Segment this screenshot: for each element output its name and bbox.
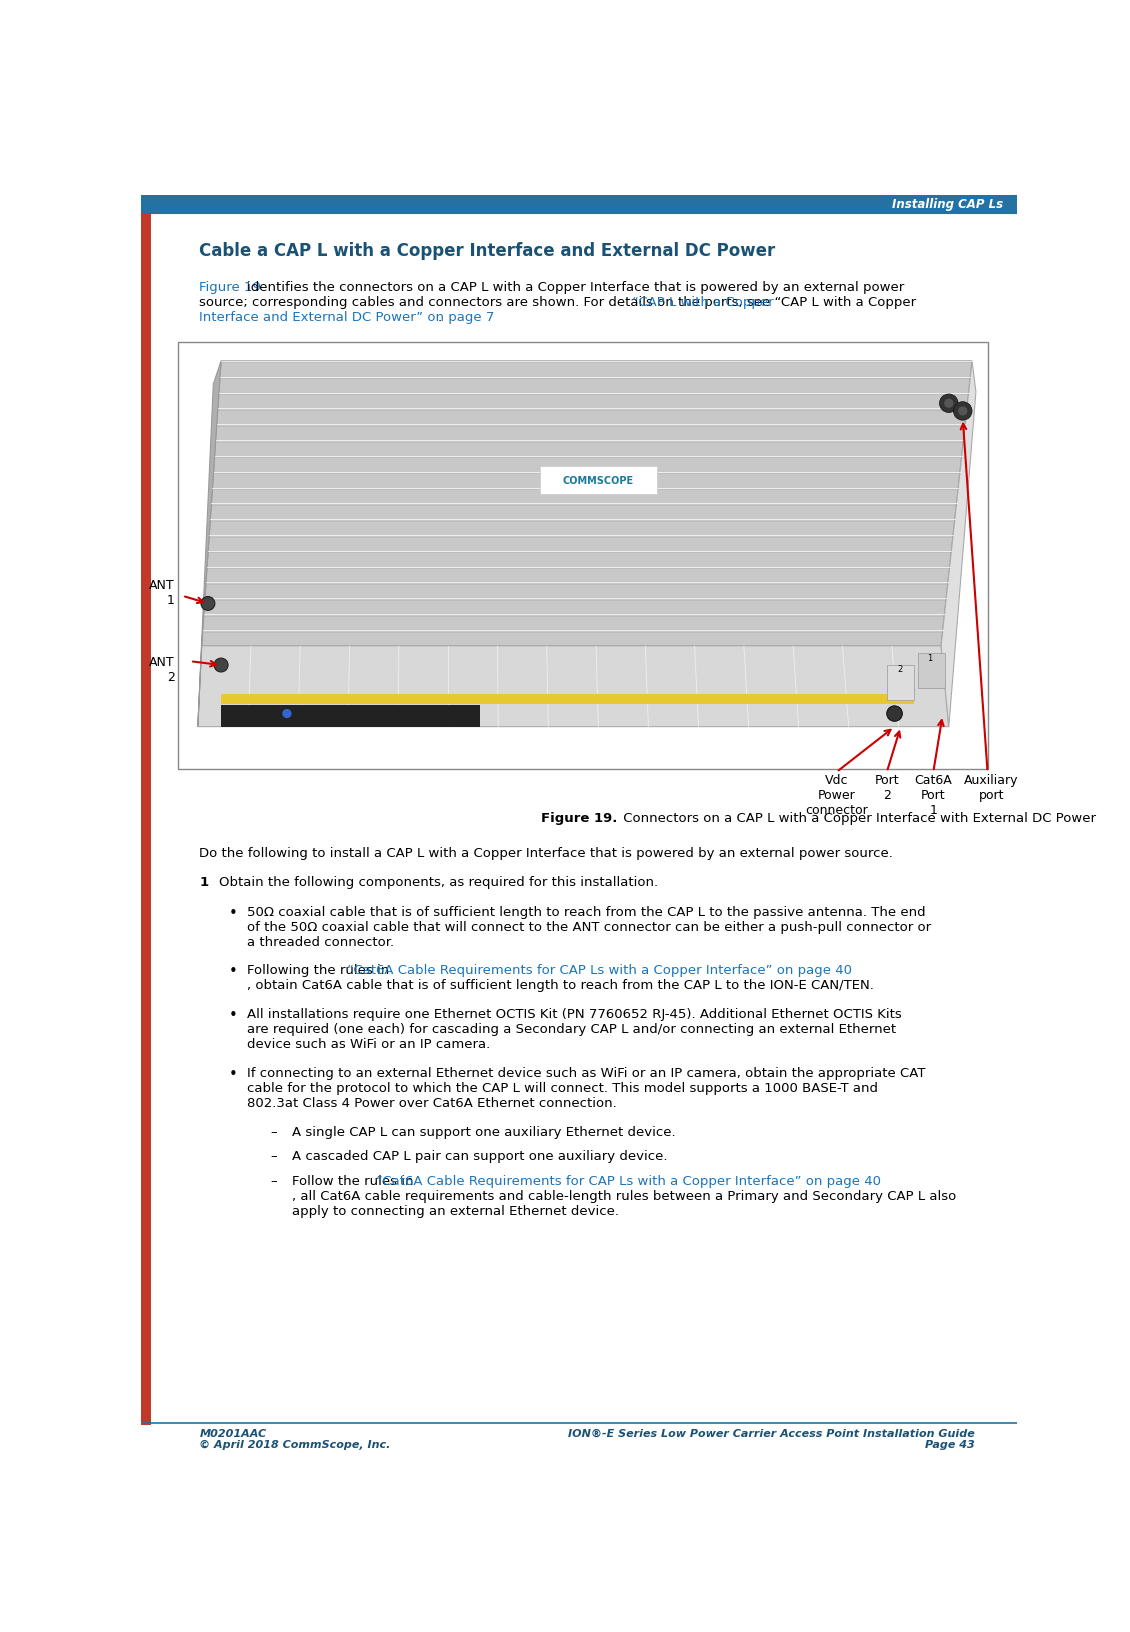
- Text: •: •: [228, 1007, 237, 1023]
- Text: Installing CAP Ls: Installing CAP Ls: [892, 197, 1003, 211]
- Circle shape: [939, 395, 958, 413]
- Text: 1: 1: [199, 876, 209, 889]
- Text: •: •: [228, 906, 237, 920]
- Polygon shape: [198, 646, 949, 728]
- Bar: [141, 196, 1017, 212]
- Bar: [918, 654, 945, 689]
- Text: .: .: [438, 310, 442, 323]
- Text: Port
2: Port 2: [875, 774, 899, 801]
- Text: apply to connecting an external Ethernet device.: apply to connecting an external Ethernet…: [293, 1204, 619, 1217]
- Circle shape: [887, 707, 902, 721]
- Text: A single CAP L can support one auxiliary Ethernet device.: A single CAP L can support one auxiliary…: [293, 1126, 676, 1139]
- Circle shape: [945, 400, 954, 408]
- Bar: [179, 343, 988, 770]
- Text: 802.3at Class 4 Power over Cat6A Ethernet connection.: 802.3at Class 4 Power over Cat6A Etherne…: [247, 1097, 617, 1110]
- Text: source; corresponding cables and connectors are shown. For details on the ports,: source; corresponding cables and connect…: [199, 295, 916, 308]
- Text: are required (one each) for cascading a Secondary CAP L and/or connecting an ext: are required (one each) for cascading a …: [247, 1023, 896, 1036]
- Text: Cable a CAP L with a Copper Interface and External DC Power: Cable a CAP L with a Copper Interface an…: [199, 242, 775, 259]
- Text: Page 43: Page 43: [924, 1439, 974, 1449]
- Text: If connecting to an external Ethernet device such as WiFi or an IP camera, obtai: If connecting to an external Ethernet de…: [247, 1067, 925, 1079]
- Text: “CAP L with a Copper: “CAP L with a Copper: [632, 295, 773, 308]
- Text: “Cat6A Cable Requirements for CAP Ls with a Copper Interface” on page 40: “Cat6A Cable Requirements for CAP Ls wit…: [347, 965, 852, 978]
- Text: –: –: [271, 1173, 277, 1186]
- Text: Interface and External DC Power” on page 7: Interface and External DC Power” on page…: [199, 310, 495, 323]
- Text: Follow the rules in: Follow the rules in: [293, 1173, 418, 1186]
- Text: ANT
2: ANT 2: [149, 656, 174, 684]
- Bar: [887, 666, 914, 700]
- Text: 50Ω coaxial cable that is of sufficient length to reach from the CAP L to the pa: 50Ω coaxial cable that is of sufficient …: [247, 906, 927, 917]
- Text: © April 2018 CommScope, Inc.: © April 2018 CommScope, Inc.: [199, 1439, 391, 1449]
- Bar: [141, 214, 150, 1425]
- Text: Obtain the following components, as required for this installation.: Obtain the following components, as requ…: [219, 876, 658, 889]
- Bar: [221, 705, 480, 728]
- Text: All installations require one Ethernet OCTIS Kit (PN 7760652 RJ-45). Additional : All installations require one Ethernet O…: [247, 1007, 902, 1020]
- Text: Figure 19.: Figure 19.: [541, 811, 617, 824]
- Text: of the 50Ω coaxial cable that will connect to the ANT connector can be either a : of the 50Ω coaxial cable that will conne…: [247, 920, 931, 934]
- Bar: [221, 695, 914, 703]
- Text: 2: 2: [897, 664, 903, 674]
- Text: Auxiliary
port: Auxiliary port: [964, 774, 1018, 801]
- Text: , all Cat6A cable requirements and cable-length rules between a Primary and Seco: , all Cat6A cable requirements and cable…: [293, 1190, 957, 1201]
- Circle shape: [201, 597, 215, 610]
- Text: Connectors on a CAP L with a Copper Interface with External DC Power: Connectors on a CAP L with a Copper Inte…: [619, 811, 1096, 824]
- Circle shape: [954, 403, 972, 421]
- Circle shape: [282, 710, 292, 718]
- Text: Cat6A
Port
1: Cat6A Port 1: [914, 774, 953, 816]
- Text: M0201AAC: M0201AAC: [199, 1428, 267, 1438]
- Text: Vdc
Power
connector: Vdc Power connector: [805, 774, 868, 816]
- Text: •: •: [228, 965, 237, 979]
- Text: “Cat6A Cable Requirements for CAP Ls with a Copper Interface” on page 40: “Cat6A Cable Requirements for CAP Ls wit…: [376, 1173, 881, 1186]
- Text: ANT
1: ANT 1: [149, 578, 174, 607]
- Text: •: •: [228, 1067, 237, 1082]
- Text: identifies the connectors on a CAP L with a Copper Interface that is powered by : identifies the connectors on a CAP L wit…: [247, 281, 905, 294]
- Text: 1: 1: [928, 653, 933, 663]
- Text: –: –: [271, 1126, 277, 1139]
- Circle shape: [958, 406, 967, 416]
- Circle shape: [214, 659, 228, 672]
- Text: device such as WiFi or an IP camera.: device such as WiFi or an IP camera.: [247, 1038, 490, 1051]
- Text: ION®-E Series Low Power Carrier Access Point Installation Guide: ION®-E Series Low Power Carrier Access P…: [567, 1428, 974, 1438]
- Bar: [540, 467, 657, 494]
- Text: a threaded connector.: a threaded connector.: [247, 935, 394, 948]
- Text: A cascaded CAP L pair can support one auxiliary device.: A cascaded CAP L pair can support one au…: [293, 1149, 668, 1162]
- Text: , obtain Cat6A cable that is of sufficient length to reach from the CAP L to the: , obtain Cat6A cable that is of sufficie…: [247, 979, 875, 992]
- Text: COMMSCOPE: COMMSCOPE: [563, 477, 634, 486]
- Polygon shape: [201, 362, 972, 646]
- Text: Following the rules in: Following the rules in: [247, 965, 394, 978]
- Text: cable for the protocol to which the CAP L will connect. This model supports a 10: cable for the protocol to which the CAP …: [247, 1082, 878, 1095]
- Text: Do the following to install a CAP L with a Copper Interface that is powered by a: Do the following to install a CAP L with…: [199, 847, 893, 860]
- Text: –: –: [271, 1149, 277, 1162]
- Text: Figure 19: Figure 19: [199, 281, 261, 294]
- Polygon shape: [198, 362, 221, 728]
- Polygon shape: [941, 362, 976, 728]
